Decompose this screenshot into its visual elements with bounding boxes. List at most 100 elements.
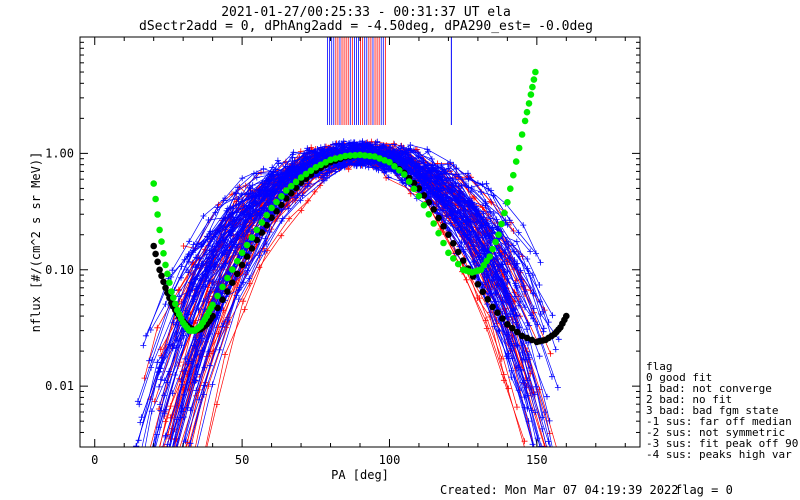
blue-spectrum-marker — [552, 463, 558, 469]
blue-spectrum-marker — [422, 171, 429, 178]
green-fit-point — [248, 234, 256, 241]
blue-spectrum-marker — [467, 188, 474, 195]
green-fit-point — [150, 180, 157, 187]
blue-spectrum-marker — [161, 410, 168, 417]
green-fit-point — [515, 144, 523, 152]
blue-spectrum-marker — [142, 490, 148, 496]
red-spectrum-marker — [150, 490, 156, 496]
blue-spectrum-marker — [463, 214, 470, 221]
red-spectrum-marker — [180, 490, 186, 496]
blue-spectrum-marker — [518, 366, 525, 373]
blue-spectrum-marker — [253, 193, 260, 199]
blue-spectrum-marker — [235, 296, 242, 303]
blue-spectrum-marker — [341, 144, 348, 151]
blue-spectrum-marker — [193, 254, 199, 261]
blue-spectrum-marker — [465, 170, 471, 177]
green-fit-point — [415, 192, 423, 200]
blue-spectrum-marker — [351, 144, 358, 151]
blue-spectrum-marker — [222, 195, 228, 202]
blue-spectrum-marker — [216, 346, 223, 353]
blue-spectrum-marker — [449, 175, 456, 182]
blue-spectrum-marker — [240, 227, 247, 233]
black-fit-point — [154, 258, 161, 266]
blue-spectrum-marker — [235, 184, 241, 191]
blue-spectrum-marker — [188, 358, 195, 365]
flag-legend-heading: flag — [646, 360, 673, 373]
green-fit-point — [172, 300, 179, 308]
red-spectrum-marker — [241, 306, 248, 313]
black-fit-point — [297, 179, 305, 186]
blue-spectrum-marker — [487, 208, 494, 215]
blue-spectrum-marker — [439, 166, 446, 173]
blue-spectrum-marker — [440, 185, 447, 192]
green-fit-point — [510, 171, 517, 179]
black-fit-point — [435, 214, 442, 222]
red-spectrum-marker — [167, 490, 173, 496]
blue-spectrum-marker — [138, 490, 144, 496]
blue-spectrum-marker — [398, 177, 405, 184]
blue-spectrum-marker — [285, 173, 292, 180]
green-fit-point — [156, 226, 163, 234]
green-fit-point — [450, 255, 457, 262]
blue-spectrum-marker — [378, 143, 385, 150]
red-spectrum-marker — [298, 207, 305, 214]
blue-spectrum-marker — [362, 163, 369, 170]
blue-spectrum-marker — [196, 351, 203, 358]
blue-spectrum-marker — [182, 438, 189, 445]
x-axis-label: PA [deg] — [331, 468, 389, 482]
blue-spectrum-marker — [179, 381, 186, 388]
green-fit-point — [396, 167, 403, 174]
black-fit-point — [484, 296, 492, 303]
x-tick-label: 100 — [379, 453, 401, 467]
blue-spectrum-marker — [195, 307, 202, 313]
blue-spectrum-marker — [542, 409, 549, 416]
blue-spectrum-marker — [226, 211, 232, 218]
blue-spectrum-marker — [414, 149, 421, 156]
black-fit-point — [479, 288, 487, 296]
blue-spectrum-marker — [400, 162, 406, 169]
blue-spectrum-marker — [424, 146, 431, 153]
red-spectrum-marker — [463, 276, 470, 283]
flag-legend-entry: -4 sus: peaks high var — [646, 448, 792, 461]
blue-spectrum-marker — [141, 490, 147, 496]
blue-spectrum-marker — [541, 472, 547, 478]
blue-spectrum-marker — [534, 321, 541, 328]
green-fit-point — [346, 152, 354, 159]
blue-spectrum-marker — [184, 253, 191, 260]
blue-spectrum-marker — [398, 145, 405, 151]
red-spectrum-marker — [383, 174, 390, 181]
x-tick-label: 150 — [526, 453, 548, 467]
blue-spectrum-marker — [446, 188, 453, 195]
blue-spectrum-marker — [522, 304, 528, 311]
blue-spectrum-marker — [196, 276, 203, 282]
red-spectrum-marker — [390, 140, 397, 147]
blue-spectrum-marker — [266, 229, 273, 236]
blue-spectrum-marker — [474, 212, 481, 219]
red-spectrum-marker — [162, 418, 169, 425]
black-fit-point — [287, 189, 295, 197]
black-fit-point — [494, 309, 501, 317]
blue-spectrum-marker — [513, 238, 520, 245]
black-fit-point — [454, 248, 462, 256]
green-fit-point — [523, 108, 531, 116]
green-fit-point — [253, 226, 261, 234]
blue-spectrum-marker — [219, 323, 226, 330]
green-fit-point — [152, 195, 159, 203]
blue-spectrum-marker — [370, 164, 377, 171]
blue-spectrum-marker — [224, 317, 231, 323]
chart-title-line1: 2021-01-27/00:25:33 - 00:31:37 UT ela — [221, 5, 511, 20]
blue-spectrum-marker — [239, 175, 246, 182]
flag-legend-entry: -3 sus: fit peak off 90 — [646, 437, 798, 450]
blue-spectrum-marker — [552, 346, 559, 353]
blue-spectrum-marker — [332, 140, 339, 147]
red-spectrum-marker — [222, 351, 228, 358]
black-fit-point — [420, 192, 428, 199]
black-fit-point — [219, 296, 226, 304]
blue-spectrum-marker — [157, 376, 164, 383]
blue-spectrum-marker — [504, 279, 511, 286]
blue-spectrum-marker — [300, 161, 307, 168]
blue-spectrum-marker — [200, 213, 207, 219]
blue-spectrum-marker — [465, 216, 472, 223]
blue-spectrum-marker — [333, 144, 340, 151]
red-spectrum-marker — [150, 490, 156, 496]
